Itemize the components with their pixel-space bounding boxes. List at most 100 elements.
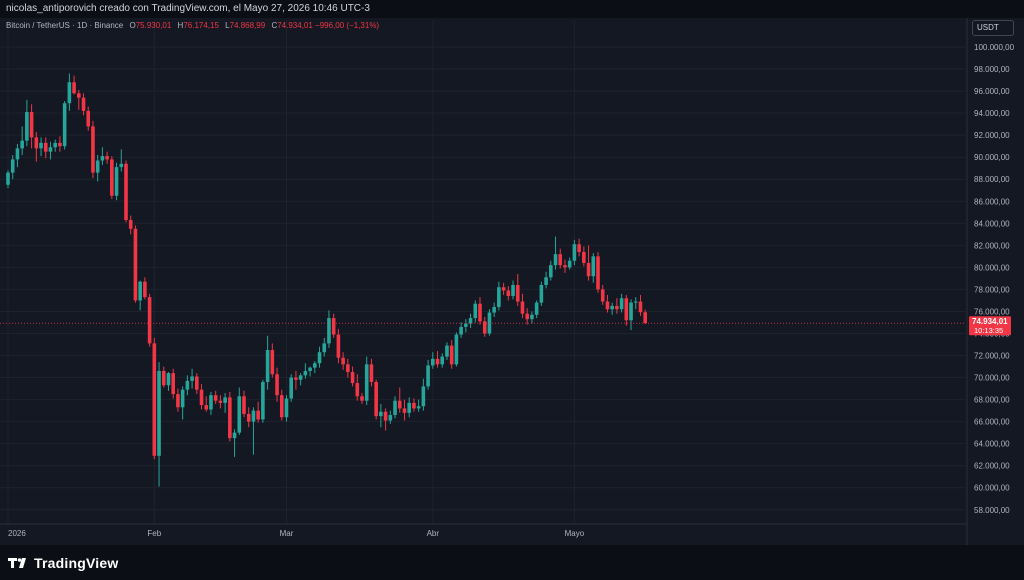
candle[interactable] — [34, 131, 39, 162]
candle[interactable] — [29, 104, 34, 149]
candle[interactable] — [223, 392, 227, 413]
candle[interactable] — [265, 335, 270, 390]
candle[interactable] — [128, 215, 133, 235]
candle[interactable] — [119, 149, 124, 172]
candle[interactable] — [572, 239, 577, 266]
candle[interactable] — [638, 294, 643, 316]
candle[interactable] — [53, 139, 57, 152]
candle[interactable] — [449, 340, 454, 369]
candle[interactable] — [39, 137, 43, 157]
candle[interactable] — [487, 309, 492, 336]
candle[interactable] — [199, 384, 204, 410]
candle[interactable] — [643, 309, 647, 324]
candle[interactable] — [515, 273, 520, 306]
candle[interactable] — [346, 358, 350, 378]
candle[interactable] — [464, 319, 468, 333]
candle[interactable] — [379, 404, 383, 428]
candle[interactable] — [633, 297, 638, 310]
candle[interactable] — [91, 120, 95, 179]
candle[interactable] — [534, 300, 539, 319]
candle[interactable] — [213, 390, 218, 405]
candle[interactable] — [294, 370, 298, 390]
candle[interactable] — [242, 390, 246, 418]
candle[interactable] — [501, 282, 506, 295]
candle[interactable] — [397, 387, 402, 413]
candle[interactable] — [610, 302, 614, 315]
candle[interactable] — [105, 151, 109, 164]
candle[interactable] — [298, 373, 303, 386]
candle[interactable] — [152, 337, 157, 460]
candle[interactable] — [275, 367, 279, 402]
candle[interactable] — [440, 353, 445, 368]
candle[interactable] — [350, 366, 355, 387]
candle[interactable] — [336, 329, 341, 364]
candle[interactable] — [232, 429, 237, 457]
candle[interactable] — [506, 286, 511, 301]
candle[interactable] — [228, 391, 232, 442]
candle[interactable] — [331, 313, 336, 338]
candle[interactable] — [124, 160, 128, 223]
candle[interactable] — [544, 271, 548, 289]
candle[interactable] — [308, 366, 312, 377]
candle[interactable] — [412, 398, 416, 412]
candle[interactable] — [482, 316, 487, 337]
candle[interactable] — [261, 379, 265, 423]
candle[interactable] — [95, 154, 100, 182]
candle[interactable] — [246, 407, 251, 428]
candle[interactable] — [190, 368, 194, 389]
candle[interactable] — [520, 293, 525, 319]
candle[interactable] — [77, 89, 81, 110]
candle[interactable] — [388, 410, 393, 424]
candle[interactable] — [322, 337, 327, 357]
candle[interactable] — [327, 310, 331, 348]
candle[interactable] — [511, 280, 515, 300]
currency-button[interactable]: USDT — [972, 20, 1014, 36]
candle[interactable] — [161, 366, 166, 388]
candle[interactable] — [624, 294, 629, 326]
candle[interactable] — [157, 362, 161, 487]
candle[interactable] — [143, 277, 147, 300]
candle[interactable] — [48, 141, 53, 160]
candle[interactable] — [180, 386, 185, 420]
candle[interactable] — [468, 313, 473, 328]
candle[interactable] — [407, 397, 411, 418]
candle[interactable] — [25, 99, 29, 147]
candle[interactable] — [360, 392, 364, 405]
candle[interactable] — [81, 93, 86, 116]
candle[interactable] — [492, 302, 496, 317]
candle[interactable] — [586, 245, 591, 281]
chart-area[interactable] — [0, 18, 1024, 545]
candle[interactable] — [218, 395, 223, 409]
candle[interactable] — [313, 361, 317, 374]
candle[interactable] — [209, 391, 213, 416]
candle[interactable] — [553, 236, 558, 270]
candle[interactable] — [567, 257, 572, 270]
candle[interactable] — [629, 299, 633, 331]
candle[interactable] — [615, 298, 619, 314]
candle[interactable] — [600, 285, 605, 305]
candle[interactable] — [72, 75, 76, 95]
candle[interactable] — [497, 281, 501, 311]
candle[interactable] — [43, 137, 48, 159]
candle[interactable] — [435, 351, 440, 368]
candle[interactable] — [284, 395, 289, 422]
candle[interactable] — [114, 162, 119, 201]
candle[interactable] — [619, 293, 624, 313]
candle[interactable] — [10, 154, 15, 180]
candle[interactable] — [270, 343, 275, 378]
candle[interactable] — [591, 253, 596, 283]
candle[interactable] — [185, 375, 190, 396]
candle[interactable] — [256, 401, 260, 423]
candle[interactable] — [454, 332, 459, 367]
candle[interactable] — [577, 238, 581, 257]
candle[interactable] — [383, 408, 388, 431]
candle[interactable] — [459, 322, 463, 338]
candle[interactable] — [355, 374, 360, 401]
candle[interactable] — [166, 372, 171, 391]
candle[interactable] — [369, 358, 374, 387]
candle[interactable] — [549, 260, 553, 281]
candle[interactable] — [138, 280, 142, 311]
candle[interactable] — [289, 374, 293, 402]
candle[interactable] — [374, 379, 378, 420]
candle[interactable] — [279, 389, 284, 421]
